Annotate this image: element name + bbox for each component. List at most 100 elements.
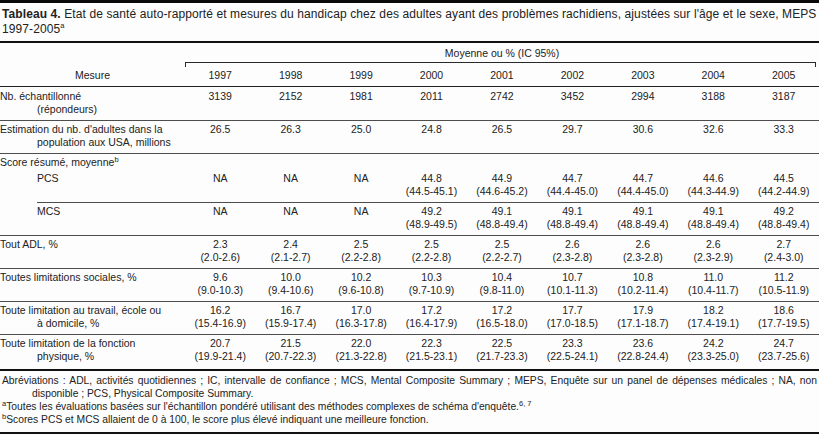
cell-mean: 2.5 (467, 238, 537, 251)
cell-confidence-interval: (48.8-49.4) (467, 218, 537, 231)
cell-mean: 2.7 (749, 238, 819, 251)
bottom-rule (0, 432, 819, 434)
row-cells: 20.7(19.9-21.4)21.5(20.7-22.3)22.0(21.3-… (185, 337, 819, 363)
row-label-line: à domicile, % (0, 317, 181, 330)
cell-confidence-interval: (17.1-18.7) (608, 317, 678, 330)
row-label-line: Nb. échantillonné (0, 90, 181, 103)
cell-value: 49.1(48.8-49.4) (608, 205, 678, 231)
cell-value: 49.2(48.8-49.4) (749, 205, 819, 231)
cell-value: 44.7(44.4-45.0) (537, 172, 607, 198)
cell-mean: 32.6 (678, 123, 748, 136)
cell-confidence-interval: (17.7-19.5) (749, 317, 819, 330)
cell-confidence-interval: (10.2-11.4) (608, 284, 678, 297)
row-label-line: population aux USA, millions (0, 136, 181, 149)
cell-value: 2994 (608, 90, 678, 103)
cell-value: 2152 (255, 90, 325, 103)
year-column-header: 1997 (185, 69, 255, 81)
table-title: Tableau 4. Etat de santé auto-rapporté e… (0, 3, 819, 41)
cell-mean: 2742 (467, 90, 537, 103)
cell-value: 29.7 (537, 123, 607, 136)
cell-mean: 1981 (326, 90, 396, 103)
cell-value: 17.2(16.4-17.9) (396, 304, 466, 330)
year-column-header: 2002 (537, 69, 607, 81)
cell-confidence-interval: (44.6-45.2) (467, 185, 537, 198)
cell-mean: 22.5 (467, 337, 537, 350)
cell-mean: 2.6 (608, 238, 678, 251)
cell-value: 2.6(2.3-2.8) (608, 238, 678, 264)
cell-confidence-interval: (9.4-10.6) (255, 284, 325, 297)
cell-mean: 30.6 (608, 123, 678, 136)
cell-confidence-interval: (44.3-44.9) (678, 185, 748, 198)
cell-confidence-interval: (21.5-23.1) (396, 350, 466, 363)
year-column-header: 2003 (608, 69, 678, 81)
row-label: Toutes limitations sociales, % (0, 271, 185, 284)
cell-confidence-interval: (10.4-11.7) (678, 284, 748, 297)
cell-mean: 2.3 (185, 238, 255, 251)
cell-value: 11.2(10.5-11.9) (749, 271, 819, 297)
year-column-header: 1999 (326, 69, 396, 81)
cell-mean: 24.8 (396, 123, 466, 136)
cell-value: 10.0(9.4-10.6) (255, 271, 325, 297)
cell-value: NA (185, 205, 255, 231)
cell-confidence-interval: (10.5-11.9) (749, 284, 819, 297)
row-label: MCS (0, 205, 185, 218)
cell-mean: 44.7 (608, 172, 678, 185)
cell-confidence-interval: (10.1-11.3) (537, 284, 607, 297)
title-footnote-marker: a (60, 21, 64, 30)
cell-confidence-interval: (22.8-24.4) (608, 350, 678, 363)
cell-value: 33.3 (749, 123, 819, 136)
cell-mean: 10.0 (255, 271, 325, 284)
cell-mean: 24.2 (678, 337, 748, 350)
row-cells: 313921521981201127423452299431883187 (185, 90, 819, 103)
cell-mean: 10.8 (608, 271, 678, 284)
cell-mean: NA (255, 172, 325, 185)
cell-mean: 44.5 (749, 172, 819, 185)
cell-confidence-interval: (23.7-25.6) (749, 350, 819, 363)
column-header-row: Mesure 199719981999200020012002200320042… (0, 67, 819, 87)
cell-mean: 3452 (537, 90, 607, 103)
cell-mean: 49.1 (608, 205, 678, 218)
cell-mean: 2.5 (396, 238, 466, 251)
cell-mean: 44.7 (537, 172, 607, 185)
row-label-line: PCS (37, 172, 181, 185)
cell-value: 44.6(44.3-44.9) (678, 172, 748, 198)
cell-mean: 24.7 (749, 337, 819, 350)
table-row-score-resume-section: Score résumé, moyenneb (0, 153, 819, 169)
cell-mean: 10.7 (537, 271, 607, 284)
row-label-line: Score résumé, moyenneb (0, 156, 181, 169)
cell-value: 3188 (678, 90, 748, 103)
cell-value: 2.4(2.1-2.7) (255, 238, 325, 264)
footnote-text: Scores PCS et MCS allaient de 0 à 100, l… (6, 414, 428, 425)
cell-value: 24.2(23.3-25.0) (678, 337, 748, 363)
cell-value: 32.6 (678, 123, 748, 136)
cell-confidence-interval: (23.3-25.0) (678, 350, 748, 363)
cell-confidence-interval: (44.4-45.0) (608, 185, 678, 198)
cell-confidence-interval: (16.4-17.9) (396, 317, 466, 330)
cell-value: NA (255, 172, 325, 198)
cell-mean: 18.2 (678, 304, 748, 317)
cell-confidence-interval: (9.6-10.8) (326, 284, 396, 297)
row-label: Toute limitation de la fonctionphysique,… (0, 337, 185, 363)
cell-confidence-interval: (9.0-10.3) (185, 284, 255, 297)
row-label-line: MCS (37, 205, 181, 218)
measure-column-header: Mesure (0, 69, 185, 81)
row-cells: 2.3(2.0-2.6)2.4(2.1-2.7)2.5(2.2-2.8)2.5(… (185, 238, 819, 264)
cell-confidence-interval: (15.9-17.4) (255, 317, 325, 330)
cell-value: 44.8(44.5-45.1) (396, 172, 466, 198)
cell-mean: 9.6 (185, 271, 255, 284)
cell-mean: 26.5 (467, 123, 537, 136)
cell-mean: 3187 (749, 90, 819, 103)
cell-mean: 11.0 (678, 271, 748, 284)
cell-value: 11.0(10.4-11.7) (678, 271, 748, 297)
cell-mean: 3139 (185, 90, 255, 103)
cell-value: NA (326, 205, 396, 231)
year-column-header: 2000 (396, 69, 466, 81)
row-label-line: physique, % (0, 350, 181, 363)
cell-mean: 2.5 (326, 238, 396, 251)
cell-value: 44.9(44.6-45.2) (467, 172, 537, 198)
row-label-line: Toute limitation de la fonction (0, 337, 181, 350)
cell-mean: 23.3 (537, 337, 607, 350)
cell-value: 10.4(9.8-11.0) (467, 271, 537, 297)
cell-value: 1981 (326, 90, 396, 103)
cell-mean: 25.0 (326, 123, 396, 136)
